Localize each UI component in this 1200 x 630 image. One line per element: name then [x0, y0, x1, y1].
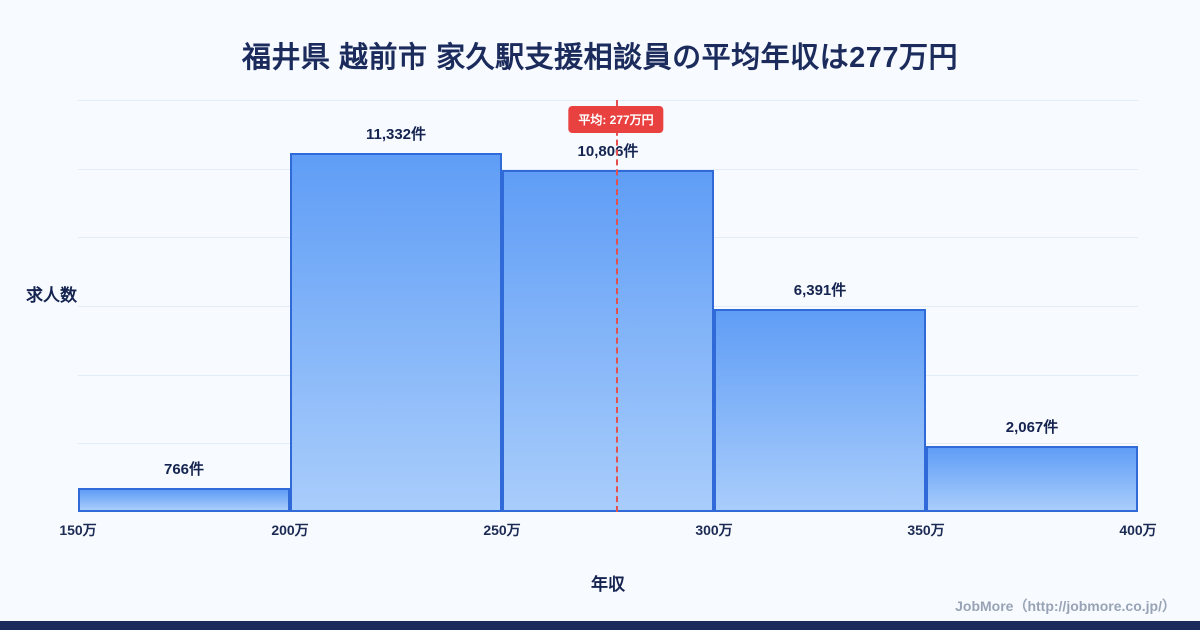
histogram-bar	[502, 170, 714, 512]
gridline	[78, 169, 1138, 170]
footer-credit: JobMore（http://jobmore.co.jp/）	[955, 598, 1176, 614]
x-tick-label: 300万	[695, 522, 733, 538]
bar-value-label: 10,806件	[577, 143, 639, 160]
x-tick-label: 200万	[271, 522, 309, 538]
x-tick-label: 350万	[907, 522, 945, 538]
gridline	[78, 100, 1138, 101]
x-tick-label: 400万	[1119, 522, 1157, 538]
histogram-bar	[78, 488, 290, 512]
bar-value-label: 766件	[163, 461, 205, 478]
x-tick-label: 150万	[59, 522, 97, 538]
bar-value-label: 2,067件	[1005, 419, 1059, 436]
histogram-bar	[926, 446, 1138, 512]
bar-value-label: 11,332件	[365, 126, 427, 143]
x-axis-label: 年収	[591, 575, 625, 594]
bottom-accent-bar	[0, 621, 1200, 630]
y-axis-label: 求人数	[26, 286, 77, 305]
histogram-bar	[290, 153, 502, 512]
bar-value-label: 6,391件	[793, 282, 847, 299]
x-tick-label: 250万	[483, 522, 521, 538]
average-badge: 平均: 277万円	[568, 106, 664, 133]
page-title: 福井県 越前市 家久駅支援相談員の平均年収は277万円	[241, 42, 958, 74]
plot-area: 766件 11,332件 10,806件 6,391件 2,067件 平均: 277万円	[78, 100, 1138, 512]
average-line	[616, 100, 618, 512]
histogram-bar	[714, 309, 926, 512]
